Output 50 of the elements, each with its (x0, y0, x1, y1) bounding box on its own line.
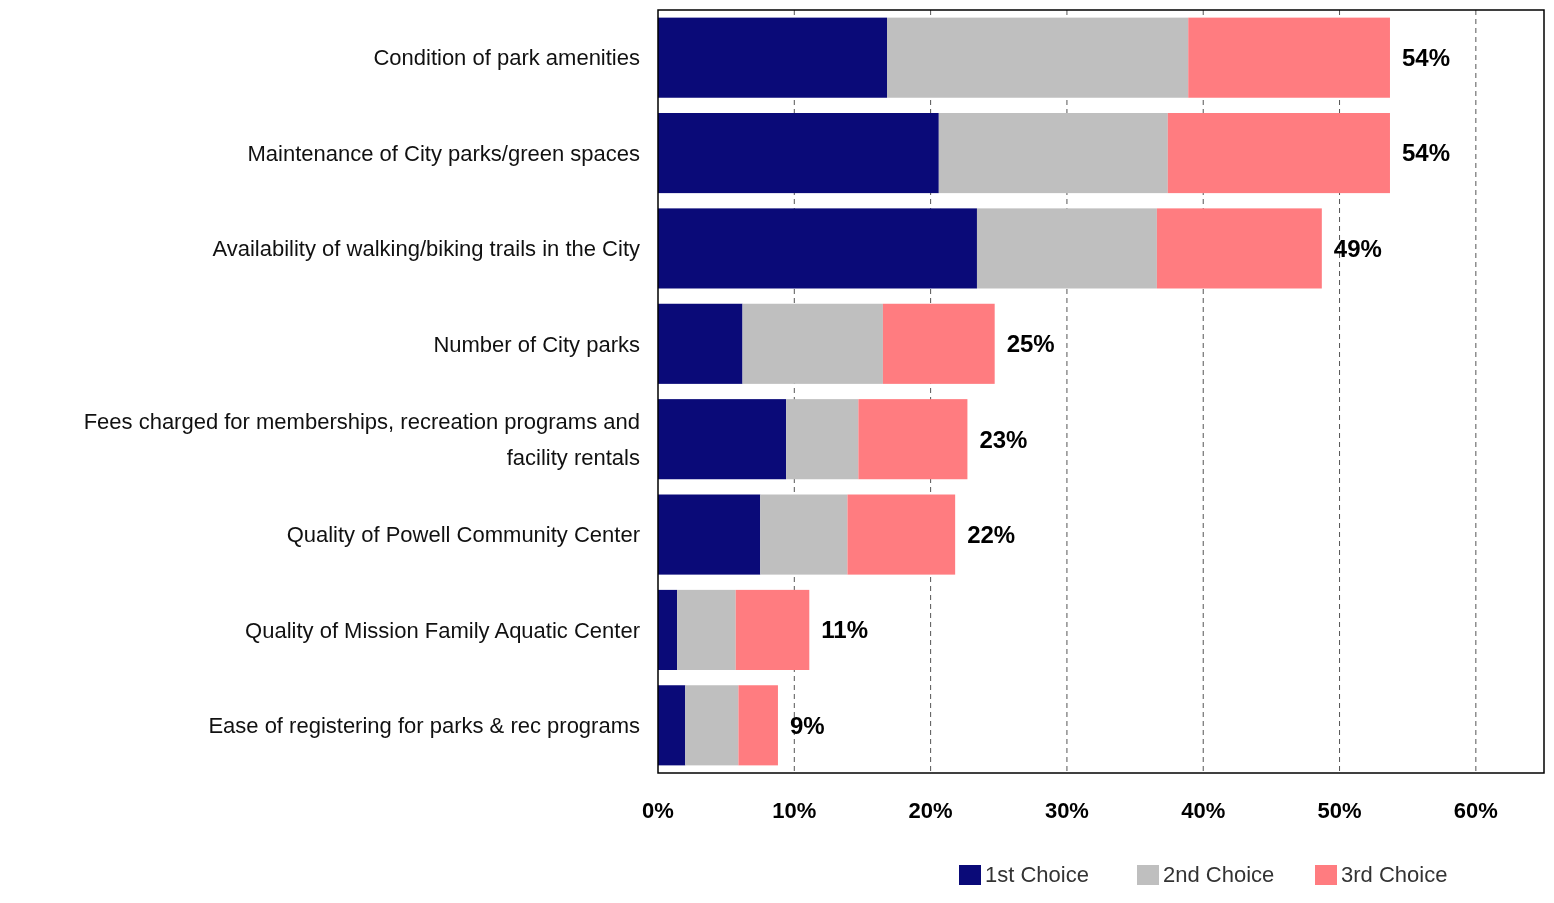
x-tick-label: 30% (1044, 798, 1089, 823)
total-label: 49% (1333, 234, 1382, 262)
y-tick-label: Ease of registering for parks & rec programs (208, 713, 640, 739)
bar (658, 589, 678, 670)
y-tick-label: Fees charged for memberships, recreation programs and facility rentals (83, 408, 640, 470)
bar (847, 494, 956, 575)
bar (1156, 208, 1322, 289)
bar (1188, 17, 1390, 98)
total-label: 54% (1401, 139, 1451, 167)
y-tick-label: Availability of walking/biking trails in the City (212, 236, 640, 262)
total-label: 23% (979, 425, 1028, 453)
y-tick-label: Quality of Mission Family Aquatic Center (245, 617, 640, 643)
bar (858, 399, 968, 480)
legend-label: 1st Choice (985, 862, 1089, 887)
y-tick-label: Maintenance of City parks/green spaces (247, 140, 640, 166)
x-tick-label: 0% (642, 798, 674, 823)
x-tick-label: 60% (1453, 798, 1498, 823)
bar (887, 17, 1189, 98)
total-label: 22% (967, 520, 1016, 548)
bar (658, 685, 686, 766)
x-tick-label: 10% (772, 798, 817, 823)
bar (677, 589, 736, 670)
bar (882, 303, 995, 384)
total-label: 25% (1006, 330, 1055, 358)
bar (658, 494, 761, 575)
bar (735, 589, 810, 670)
legend-label: 3rd Choice (1341, 862, 1448, 887)
y-tick-label: Quality of Powell Community Center (286, 522, 640, 548)
y-tick-label: Condition of park amenities (373, 45, 640, 71)
bar (658, 208, 977, 289)
bar (938, 113, 1168, 194)
bar (658, 399, 787, 480)
bar (658, 113, 939, 194)
total-label: 54% (1401, 44, 1451, 72)
bar (658, 303, 743, 384)
bar (685, 685, 739, 766)
bar (742, 303, 883, 384)
total-label: 11% (821, 616, 869, 644)
bar (760, 494, 848, 575)
bar (976, 208, 1157, 289)
bar (1167, 113, 1390, 194)
bar (786, 399, 859, 480)
bar (658, 17, 887, 98)
x-tick-label: 20% (908, 798, 953, 823)
x-tick-label: 50% (1317, 798, 1362, 823)
bar (738, 685, 778, 766)
legend-label: 2nd Choice (1163, 862, 1275, 887)
x-tick-label: 40% (1181, 798, 1226, 823)
total-label: 9% (789, 711, 825, 739)
y-tick-label: Number of City parks (433, 331, 640, 357)
